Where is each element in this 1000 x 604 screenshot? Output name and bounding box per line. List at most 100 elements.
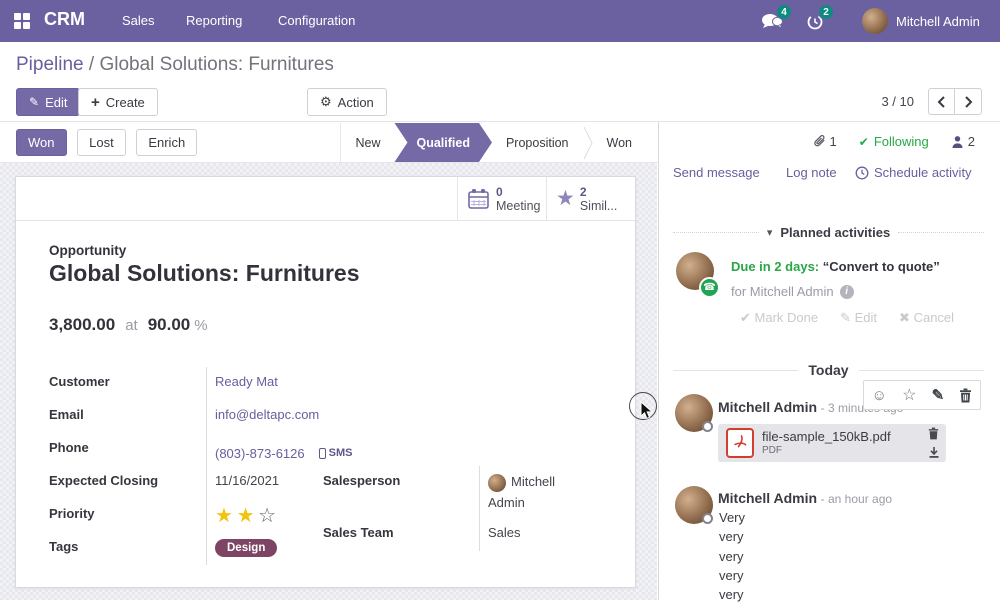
enrich-button[interactable]: Enrich bbox=[136, 129, 197, 156]
log-note-tab[interactable]: Log note bbox=[786, 165, 837, 180]
presence-indicator-icon bbox=[702, 421, 713, 432]
phone-value[interactable]: (803)-873-6126 bbox=[215, 446, 305, 461]
pager-value: 3 / 10 bbox=[881, 94, 914, 109]
activity-actions: ✔ Mark Done ✎ Edit ✖ Cancel bbox=[740, 310, 954, 326]
delete-message-icon[interactable] bbox=[959, 388, 972, 403]
attachment-download-icon[interactable] bbox=[928, 446, 940, 459]
apps-menu-icon[interactable] bbox=[14, 13, 30, 29]
attachment-filename[interactable]: file-sample_150kB.pdf bbox=[762, 429, 891, 444]
lost-button[interactable]: Lost bbox=[77, 129, 126, 156]
chatter-utilities: 1 ✔ Following 2 bbox=[813, 134, 975, 149]
email-value[interactable]: info@deltapc.com bbox=[215, 407, 319, 422]
activity-assignee-line: for Mitchell Admin i bbox=[731, 284, 854, 299]
message-body-line: very bbox=[719, 527, 745, 546]
sms-button[interactable]: SMS bbox=[319, 447, 353, 459]
activity-cancel-button[interactable]: ✖ Cancel bbox=[899, 310, 954, 326]
followers-button[interactable]: 2 bbox=[951, 134, 975, 149]
following-label: Following bbox=[874, 134, 929, 149]
planned-activities-header[interactable]: ▾ Planned activities bbox=[673, 225, 984, 240]
record-title: Global Solutions: Furnitures bbox=[49, 260, 360, 287]
pager: 3 / 10 bbox=[881, 88, 982, 115]
app-name[interactable]: CRM bbox=[44, 9, 85, 30]
add-reaction-icon[interactable]: ☺ bbox=[872, 387, 887, 404]
mobile-icon bbox=[319, 448, 326, 459]
pager-next-button[interactable] bbox=[955, 88, 982, 115]
star-filled-icon[interactable]: ★ bbox=[215, 505, 233, 527]
menu-configuration[interactable]: Configuration bbox=[278, 13, 355, 28]
stage-qualified-active[interactable]: Qualified bbox=[394, 123, 491, 162]
activity-edit-label: Edit bbox=[855, 310, 877, 325]
mark-done-button[interactable]: ✔ Mark Done bbox=[740, 310, 818, 326]
message-body-line: very bbox=[719, 585, 745, 604]
following-button[interactable]: ✔ Following bbox=[859, 134, 929, 149]
pdf-file-icon bbox=[726, 428, 754, 458]
sales-team-value: Sales bbox=[488, 518, 608, 551]
info-icon: i bbox=[840, 285, 854, 299]
mouse-cursor-icon bbox=[640, 402, 654, 420]
pager-previous-button[interactable] bbox=[928, 88, 955, 115]
tag-design[interactable]: Design bbox=[215, 539, 277, 557]
breadcrumb-separator: / bbox=[89, 54, 94, 75]
check-icon: ✔ bbox=[859, 135, 869, 149]
percent-sign: % bbox=[194, 317, 207, 334]
revenue-line: 3,800.00 at 90.00 % bbox=[49, 315, 208, 335]
field-group-right: Salesperson Sales Team Mitchell Admin Sa… bbox=[323, 466, 608, 551]
plus-icon: + bbox=[91, 94, 100, 111]
breadcrumb-parent[interactable]: Pipeline bbox=[16, 54, 84, 75]
customer-label: Customer bbox=[49, 367, 206, 400]
priority-label: Priority bbox=[49, 499, 206, 532]
user-menu[interactable]: Mitchell Admin bbox=[896, 14, 980, 29]
star-filled-icon[interactable]: ★ bbox=[237, 505, 255, 527]
pencil-icon: ✎ bbox=[29, 95, 39, 109]
star-empty-icon[interactable]: ☆ bbox=[258, 505, 276, 527]
attachments-button[interactable]: 1 bbox=[813, 134, 837, 149]
similar-stat-button[interactable]: ★ 2 Simil... bbox=[546, 177, 635, 221]
messages-badge: 4 bbox=[776, 4, 792, 20]
message-header: Mitchell Admin - an hour ago bbox=[718, 490, 892, 506]
expected-closing-label: Expected Closing bbox=[49, 466, 206, 499]
stage-separator-icon bbox=[583, 123, 593, 162]
record-type-label: Opportunity bbox=[49, 243, 126, 258]
check-icon: ✔ bbox=[740, 310, 751, 325]
stage-won[interactable]: Won bbox=[593, 123, 646, 162]
stage-new[interactable]: New bbox=[341, 123, 394, 162]
message-author[interactable]: Mitchell Admin bbox=[718, 399, 817, 415]
create-button[interactable]: + Create bbox=[78, 88, 158, 116]
mark-done-label: Mark Done bbox=[755, 310, 819, 325]
gear-icon: ⚙ bbox=[320, 94, 332, 110]
user-avatar[interactable] bbox=[862, 8, 888, 34]
star-message-icon[interactable]: ☆ bbox=[902, 385, 916, 405]
email-label: Email bbox=[49, 400, 206, 433]
attachment-card[interactable]: file-sample_150kB.pdf PDF bbox=[718, 424, 946, 462]
attachment-type: PDF bbox=[762, 445, 782, 456]
menu-sales[interactable]: Sales bbox=[122, 13, 155, 28]
menu-reporting[interactable]: Reporting bbox=[186, 13, 242, 28]
message-author[interactable]: Mitchell Admin bbox=[718, 490, 817, 506]
activity-edit-button[interactable]: ✎ Edit bbox=[840, 310, 877, 326]
message-body: Very very very very very bbox=[719, 508, 745, 604]
salesperson-label: Salesperson bbox=[323, 466, 479, 518]
message-time: - an hour ago bbox=[821, 492, 892, 506]
schedule-activity-tab[interactable]: Schedule activity bbox=[855, 165, 972, 180]
top-navbar: CRM Sales Reporting Configuration 4 2 Mi… bbox=[0, 0, 1000, 42]
action-button[interactable]: ⚙ Action bbox=[307, 88, 387, 116]
customer-value[interactable]: Ready Mat bbox=[215, 374, 278, 389]
activity-cancel-label: Cancel bbox=[914, 310, 954, 325]
cross-icon: ✖ bbox=[899, 310, 910, 325]
stage-proposition[interactable]: Proposition bbox=[492, 123, 583, 162]
activities-badge: 2 bbox=[818, 4, 834, 20]
smart-button-box: 0 Meeting ★ 2 Simil... bbox=[16, 177, 635, 221]
meeting-stat-button[interactable]: 0 Meeting bbox=[457, 177, 546, 221]
at-label: at bbox=[125, 317, 138, 334]
attachment-delete-icon[interactable] bbox=[928, 427, 939, 440]
tags-label: Tags bbox=[49, 532, 206, 565]
schedule-activity-label: Schedule activity bbox=[874, 165, 972, 180]
won-button[interactable]: Won bbox=[16, 129, 67, 156]
send-message-tab[interactable]: Send message bbox=[673, 165, 760, 180]
star-icon: ★ bbox=[556, 188, 575, 210]
edit-button[interactable]: ✎ Edit bbox=[16, 88, 80, 116]
today-label: Today bbox=[808, 362, 848, 378]
message-toolbar: ☺ ☆ ✎ bbox=[863, 380, 981, 410]
edit-message-icon[interactable]: ✎ bbox=[932, 386, 945, 404]
